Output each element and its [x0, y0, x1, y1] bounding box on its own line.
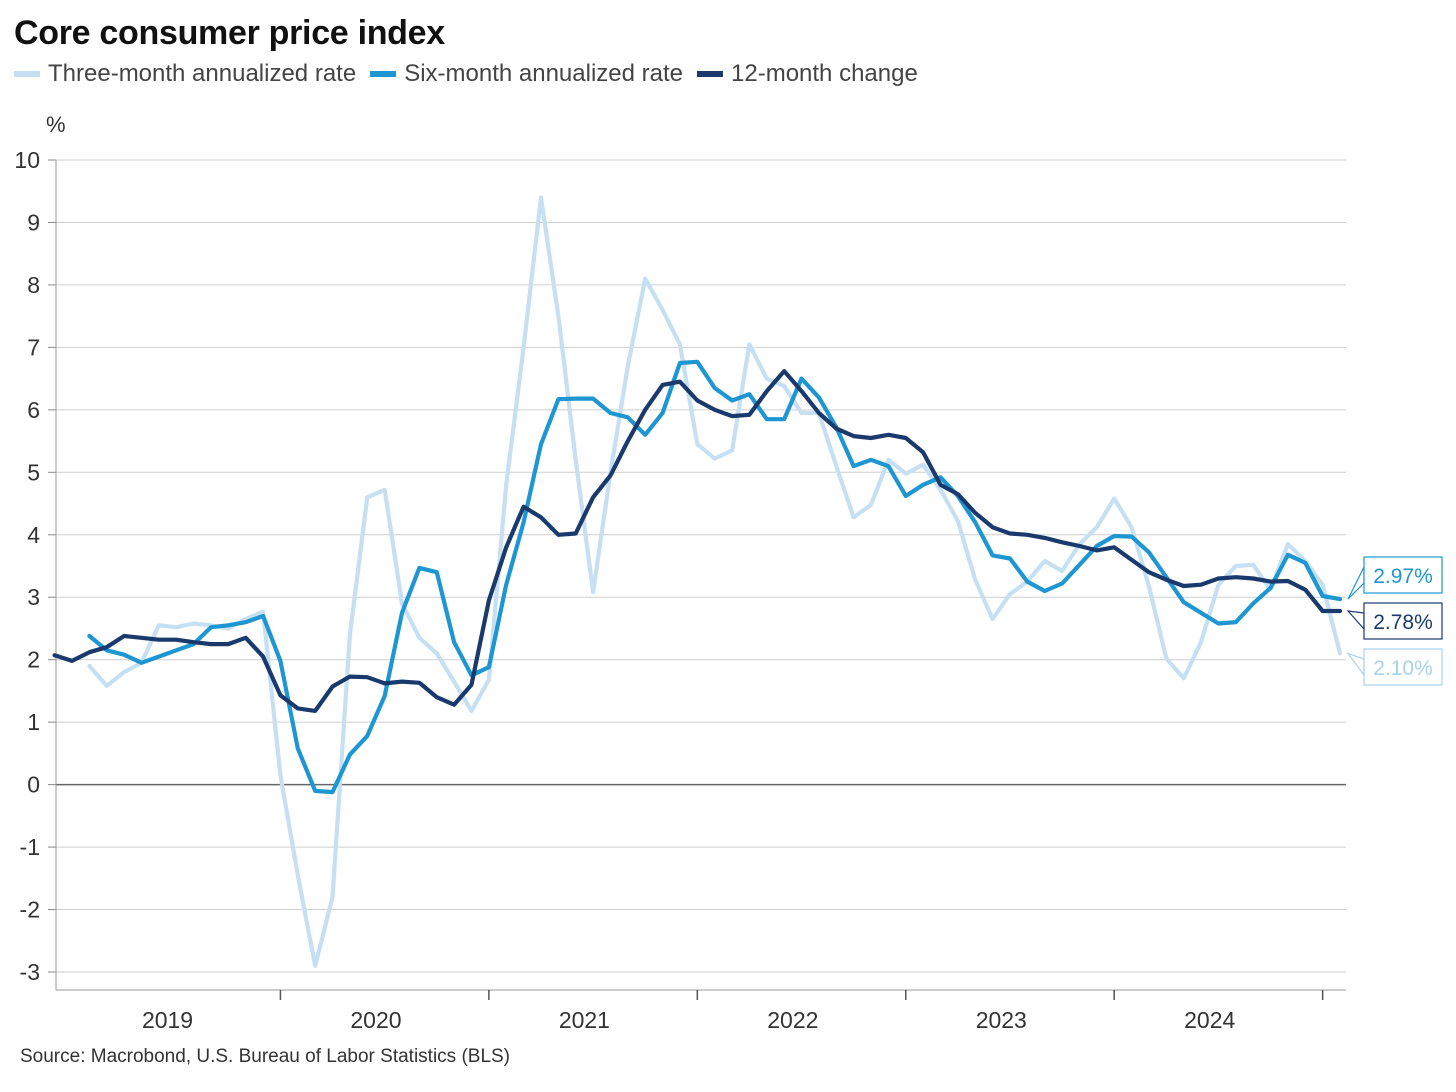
end-label-three-month-pointer [1346, 652, 1365, 677]
y-tick-label: 10 [14, 147, 40, 173]
y-axis-unit-label: % [46, 112, 66, 137]
x-tick-label: 2019 [142, 1007, 193, 1033]
end-label-three-month-text: 2.10% [1373, 657, 1433, 680]
legend-swatch-three-month [14, 71, 40, 77]
legend: Three-month annualized rate Six-month an… [14, 60, 918, 88]
series-12-month-line [52, 369, 1343, 714]
y-tick-label: 0 [27, 772, 40, 798]
legend-swatch-six-month [370, 71, 397, 77]
y-tick-label: 8 [27, 272, 40, 298]
y-tick-label: 5 [27, 459, 40, 485]
x-tick-label: 2021 [559, 1007, 610, 1033]
legend-label-12-month: 12-month change [731, 60, 918, 87]
x-tick-label: 2022 [767, 1007, 818, 1033]
y-tick-label: -1 [20, 834, 40, 860]
end-label-six-month-pointer [1347, 566, 1365, 600]
y-tick-label: 4 [27, 522, 40, 548]
end-label-six-month-text: 2.97% [1373, 565, 1433, 588]
end-label-12-month-box [1363, 602, 1443, 640]
end-label-six-month-box [1363, 556, 1443, 594]
legend-item-three-month: Three-month annualized rate [14, 60, 356, 88]
x-tick-label: 2020 [350, 1007, 401, 1033]
end-label-12-month-text: 2.78% [1373, 611, 1433, 634]
chart-title: Core consumer price index [14, 14, 445, 52]
legend-item-six-month: Six-month annualized rate [370, 60, 683, 88]
y-tick-label: 2 [27, 647, 40, 673]
y-tick-label: 7 [27, 334, 40, 360]
y-tick-label: 9 [27, 209, 40, 235]
y-tick-label: 1 [27, 709, 40, 735]
x-tick-label: 2024 [1184, 1007, 1235, 1033]
series-three-month-line [87, 195, 1343, 968]
end-label-three-month-box [1363, 648, 1443, 686]
y-tick-label: -2 [20, 897, 40, 923]
legend-label-six-month: Six-month annualized rate [404, 60, 684, 87]
series-six-month-line [87, 359, 1343, 795]
legend-label-three-month: Three-month annualized rate [48, 60, 357, 87]
y-tick-label: 6 [27, 397, 40, 423]
y-tick-label: -3 [20, 959, 40, 985]
end-label-12-month-pointer [1346, 610, 1365, 631]
x-tick-label: 2023 [976, 1007, 1027, 1033]
source-note: Source: Macrobond, U.S. Bureau of Labor … [20, 1046, 511, 1067]
legend-swatch-12-month [697, 71, 724, 77]
y-tick-label: 3 [27, 584, 40, 610]
legend-item-12-month: 12-month change [697, 60, 918, 88]
